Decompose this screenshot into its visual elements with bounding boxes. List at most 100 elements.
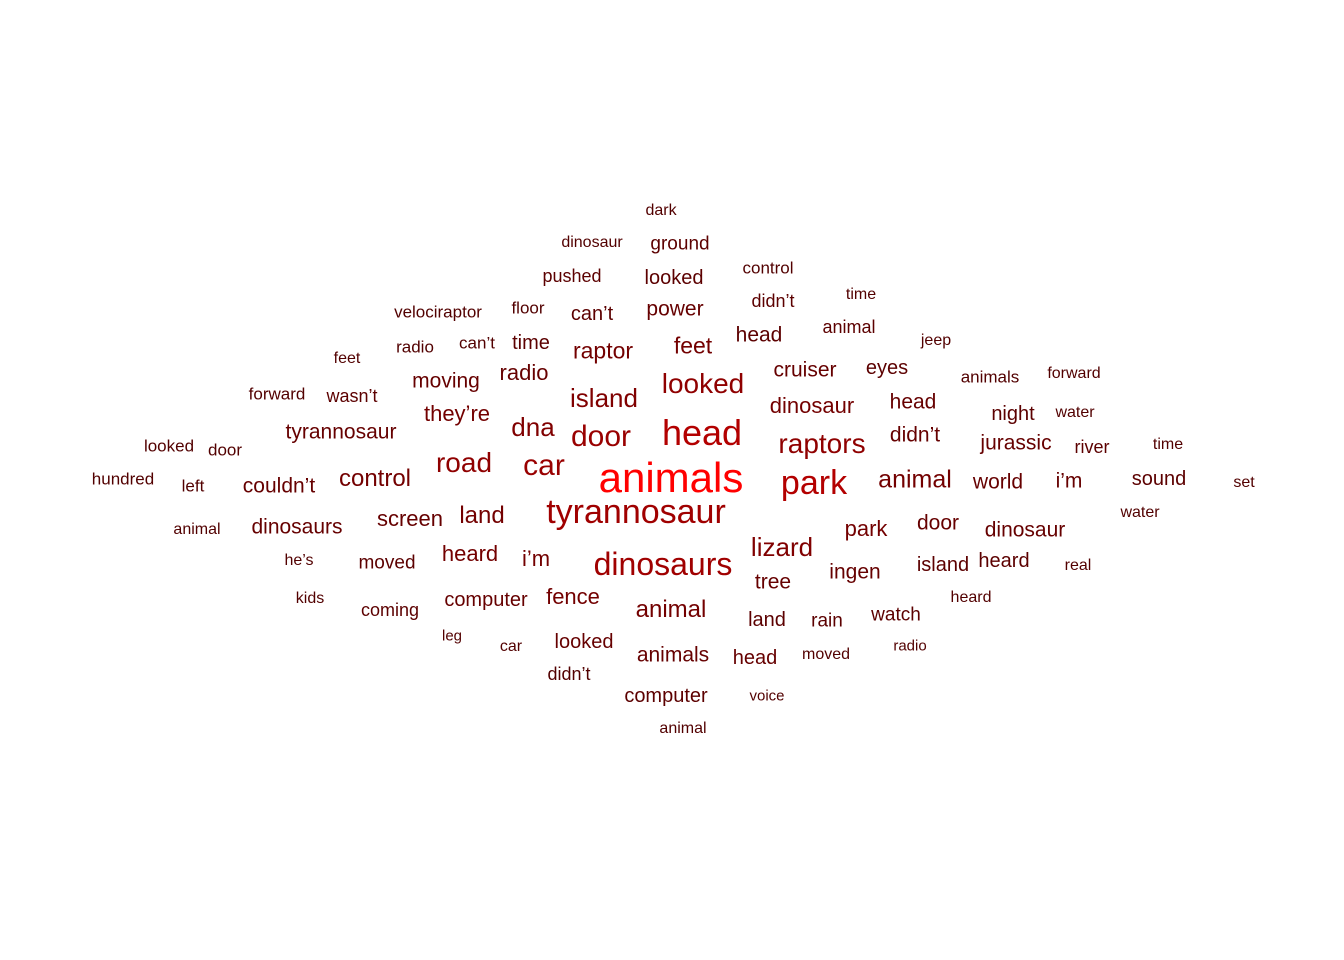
cloud-word: watch	[871, 604, 921, 626]
cloud-word: land	[459, 502, 505, 529]
cloud-word: left	[181, 476, 205, 496]
cloud-word: kids	[295, 590, 325, 607]
cloud-word: looked	[644, 267, 704, 289]
cloud-word: head	[732, 647, 778, 669]
cloud-word: animal	[173, 521, 221, 538]
cloud-word: forward	[1047, 365, 1101, 382]
cloud-word: car	[523, 449, 565, 482]
cloud-word: animals	[636, 643, 710, 667]
cloud-word: looked	[554, 631, 614, 653]
cloud-word: radio	[396, 337, 434, 357]
cloud-word: sound	[1131, 468, 1187, 490]
cloud-word: can’t	[570, 303, 614, 325]
cloud-word: lizard	[750, 532, 814, 562]
cloud-word: control	[742, 258, 794, 278]
cloud-word: couldn’t	[242, 474, 316, 498]
cloud-word: didn’t	[547, 664, 591, 684]
cloud-word: wasn’t	[326, 386, 378, 406]
cloud-word: leg	[441, 627, 463, 645]
cloud-word: tyrannosaur	[546, 493, 726, 531]
cloud-word: door	[207, 440, 243, 460]
cloud-word: computer	[444, 589, 528, 611]
cloud-word: computer	[624, 685, 708, 707]
cloud-word: animal	[822, 317, 876, 337]
cloud-word: i’m	[1055, 469, 1083, 493]
cloud-word: feet	[333, 350, 361, 367]
cloud-word: ingen	[829, 560, 881, 584]
cloud-word: jeep	[920, 332, 952, 349]
cloud-word: dinosaur	[769, 393, 855, 418]
cloud-word: tree	[754, 570, 792, 594]
cloud-word: jurassic	[980, 431, 1052, 455]
cloud-word: raptor	[572, 337, 634, 364]
cloud-word: velociraptor	[394, 302, 482, 322]
cloud-word: moved	[358, 552, 416, 574]
cloud-word: forward	[248, 384, 306, 404]
cloud-word: hundred	[91, 469, 155, 489]
cloud-word: road	[435, 447, 493, 478]
cloud-word: head	[661, 412, 743, 453]
cloud-word: land	[748, 609, 786, 631]
cloud-word: screen	[376, 506, 444, 531]
cloud-word: moved	[801, 646, 851, 663]
cloud-word: world	[972, 470, 1024, 494]
cloud-word: tyrannosaur	[285, 420, 397, 444]
cloud-word: head	[735, 323, 783, 347]
cloud-word: raptors	[778, 428, 866, 459]
cloud-word: animal	[635, 596, 707, 623]
cloud-word: animal	[659, 720, 707, 737]
cloud-word: park	[844, 516, 888, 541]
cloud-word: didn’t	[889, 423, 941, 447]
cloud-word: car	[499, 638, 523, 655]
cloud-word: dinosaur	[984, 518, 1066, 542]
cloud-word: radio	[499, 360, 549, 385]
cloud-word: animals	[960, 367, 1020, 387]
cloud-word: dna	[511, 412, 555, 442]
cloud-word: real	[1064, 557, 1092, 574]
cloud-word: animals	[598, 454, 744, 501]
cloud-word: ground	[650, 233, 710, 255]
cloud-word: night	[991, 403, 1035, 425]
cloud-word: can’t	[459, 333, 495, 353]
cloud-word: dark	[645, 202, 677, 219]
cloud-word: set	[1233, 474, 1255, 491]
cloud-word: time	[1152, 436, 1184, 453]
cloud-word: fence	[546, 584, 600, 609]
cloud-word: animal	[878, 465, 952, 494]
cloud-word: heard	[950, 589, 992, 606]
cloud-word: i’m	[521, 546, 551, 571]
cloud-word: door	[916, 511, 960, 535]
cloud-word: coming	[360, 600, 420, 620]
cloud-word: time	[845, 286, 877, 303]
cloud-word: heard	[441, 541, 499, 566]
cloud-word: head	[889, 390, 937, 414]
cloud-word: rain	[811, 610, 843, 632]
cloud-word: dinosaurs	[251, 515, 343, 539]
cloud-word: door	[570, 420, 632, 453]
cloud-word: voice	[749, 687, 785, 705]
cloud-word: feet	[673, 332, 713, 359]
cloud-word: power	[646, 297, 704, 321]
cloud-word: radio	[893, 637, 927, 655]
cloud-word: park	[780, 464, 848, 502]
cloud-word: floor	[511, 298, 545, 318]
cloud-word: moving	[412, 369, 480, 393]
cloud-word: didn’t	[751, 291, 795, 311]
cloud-word: dinosaurs	[593, 546, 733, 582]
cloud-word: cruiser	[773, 358, 837, 382]
cloud-word: they’re	[423, 401, 491, 426]
cloud-word: time	[512, 332, 550, 354]
cloud-word: water	[1120, 504, 1160, 521]
cloud-word: pushed	[542, 266, 602, 286]
cloud-word: looked	[143, 436, 195, 456]
cloud-word: heard	[978, 550, 1030, 572]
cloud-word: looked	[661, 368, 745, 399]
cloud-word: island	[570, 383, 638, 413]
cloud-word: eyes	[865, 357, 909, 379]
cloud-word: dinosaur	[561, 234, 623, 251]
cloud-word: he’s	[284, 552, 314, 569]
cloud-word: river	[1074, 437, 1110, 457]
cloud-word: control	[338, 465, 412, 492]
cloud-word: island	[916, 554, 970, 576]
